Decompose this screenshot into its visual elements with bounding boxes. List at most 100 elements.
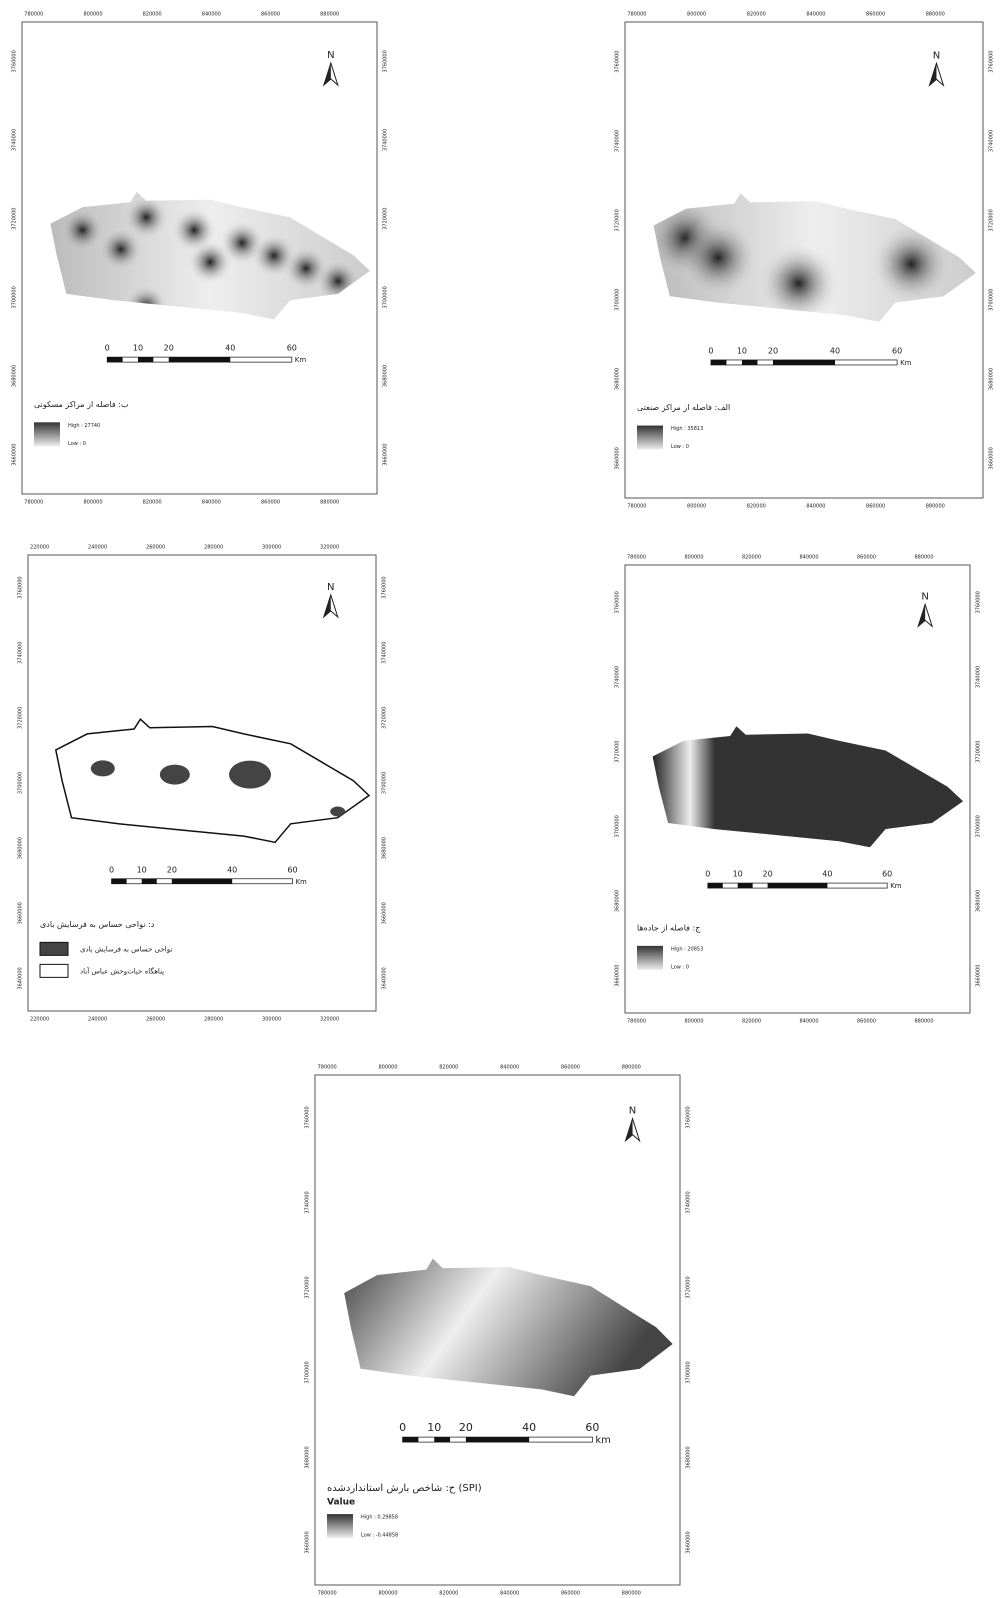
scale-label: 0 — [708, 346, 713, 355]
scale-unit: km — [595, 1435, 611, 1446]
x-tick-label: 880000 — [914, 555, 933, 561]
y-tick-label: 3760000 — [382, 576, 388, 598]
y-tick-label: 3720000 — [989, 209, 995, 231]
scale-label: 40 — [227, 865, 237, 874]
y-tick-label: 3700000 — [305, 1361, 311, 1383]
x-tick-label: 860000 — [561, 1591, 580, 1597]
x-tick-label: 820000 — [747, 12, 766, 18]
map-panel: 7800007800008000008000008200008200008400… — [12, 12, 389, 506]
y-tick-label: 3660000 — [383, 444, 389, 466]
y-tick-label: 3760000 — [989, 51, 995, 73]
x-tick-label: 800000 — [687, 504, 706, 510]
scale-label: 60 — [892, 346, 902, 355]
y-tick-label: 3740000 — [615, 666, 621, 688]
legend-label: نواحی حساس به فرسایش بادی — [80, 945, 172, 953]
page: 780000 780000 800000 800000 820000 820000 8400… — [0, 0, 1008, 1598]
north-label: N — [327, 50, 334, 61]
map-title: د: نواحی حساس به فرسایش بادی — [40, 920, 155, 929]
x-tick-label: 800000 — [687, 12, 706, 18]
legend-ramp — [637, 426, 663, 450]
y-tick-label: 3740000 — [12, 129, 18, 151]
y-tick-label: 3660000 — [615, 965, 621, 987]
x-tick-label: 880000 — [926, 504, 945, 510]
y-tick-label: 3700000 — [18, 772, 24, 794]
x-tick-label: 820000 — [143, 500, 162, 506]
scale-segment — [708, 883, 723, 888]
legend-label: Low : -0.44858 — [361, 1533, 398, 1539]
sensitive-area — [229, 761, 271, 789]
y-tick-label: 3720000 — [18, 707, 24, 729]
x-tick-label: 280000 — [204, 1017, 223, 1023]
x-tick-label: 860000 — [857, 555, 876, 561]
x-tick-label: 840000 — [799, 1019, 818, 1025]
scale-label: 0 — [109, 865, 114, 874]
y-tick-label: 3760000 — [305, 1106, 311, 1128]
scale-label: 40 — [522, 1421, 536, 1434]
scale-segment — [466, 1437, 529, 1442]
y-tick-label: 3700000 — [976, 815, 982, 837]
legend-ramp — [34, 422, 60, 446]
x-tick-label: 300000 — [262, 545, 281, 551]
y-tick-label: 3660000 — [12, 444, 18, 466]
x-tick-label: 820000 — [747, 504, 766, 510]
map-panel: 7800007800008000008000008200008200008400… — [305, 1065, 692, 1597]
y-tick-label: 3760000 — [686, 1106, 692, 1128]
y-tick-label: 3700000 — [615, 289, 621, 311]
y-tick-label: 3660000 — [976, 965, 982, 987]
x-tick-label: 860000 — [866, 504, 885, 510]
scale-unit: Km — [900, 359, 912, 367]
y-tick-label: 3740000 — [976, 666, 982, 688]
north-label: N — [629, 1106, 636, 1117]
x-tick-label: 780000 — [318, 1591, 337, 1597]
x-tick-label: 240000 — [88, 545, 107, 551]
scale-label: 10 — [427, 1421, 441, 1434]
x-tick-label: 860000 — [857, 1019, 876, 1025]
scale-label: 40 — [822, 870, 832, 879]
figure: 780000 780000 800000 800000 820000 820000 8400… — [0, 0, 1008, 1598]
north-label: N — [933, 50, 940, 61]
scale-unit: Km — [295, 878, 307, 886]
x-tick-label: 840000 — [202, 500, 221, 506]
y-tick-label: 3700000 — [383, 286, 389, 308]
scale-label: 20 — [164, 344, 174, 353]
scale-segment — [738, 883, 753, 888]
legend-swatch — [40, 942, 68, 955]
y-tick-label: 3720000 — [976, 741, 982, 763]
y-tick-label: 3760000 — [615, 591, 621, 613]
x-tick-label: 860000 — [261, 12, 280, 18]
y-tick-label: 3740000 — [18, 642, 24, 664]
y-tick-label: 3680000 — [383, 365, 389, 387]
y-tick-label: 3720000 — [686, 1276, 692, 1298]
scale-label: 10 — [137, 865, 147, 874]
x-tick-label: 300000 — [262, 1017, 281, 1023]
scale-label: 40 — [830, 346, 840, 355]
scale-label: 10 — [733, 870, 743, 879]
x-tick-label: 880000 — [926, 12, 945, 18]
legend-header: Value — [327, 1498, 355, 1508]
y-tick-label: 3740000 — [383, 129, 389, 151]
x-tick-label: 800000 — [83, 500, 102, 506]
y-tick-label: 3720000 — [12, 208, 18, 230]
map-panel: 2200002200002400002400002600002600002800… — [18, 545, 388, 1023]
y-tick-label: 3660000 — [615, 447, 621, 469]
x-tick-label: 880000 — [622, 1591, 641, 1597]
y-tick-label: 3760000 — [18, 576, 24, 598]
x-tick-label: 880000 — [914, 1019, 933, 1025]
map-title: ب: فاصله از مراکز مسکونی — [34, 400, 129, 409]
map-title: الف: فاصله از مراکز صنعتی — [637, 403, 730, 412]
x-tick-label: 260000 — [146, 1017, 165, 1023]
y-tick-label: 3660000 — [686, 1531, 692, 1553]
scale-label: 10 — [737, 346, 747, 355]
scale-segment — [142, 879, 157, 884]
y-tick-label: 3700000 — [615, 815, 621, 837]
map-panel: 7800007800008000008000008200008200008400… — [615, 555, 982, 1025]
legend-label: High : 0.29858 — [361, 1515, 398, 1521]
legend-label: Low : 0 — [68, 441, 86, 447]
scale-segment — [403, 1437, 419, 1442]
x-tick-label: 780000 — [318, 1065, 337, 1071]
scale-label: 40 — [225, 344, 235, 353]
x-tick-label: 800000 — [684, 1019, 703, 1025]
scale-segment — [107, 357, 122, 362]
scale-segment — [138, 357, 153, 362]
y-tick-label: 3760000 — [383, 50, 389, 72]
